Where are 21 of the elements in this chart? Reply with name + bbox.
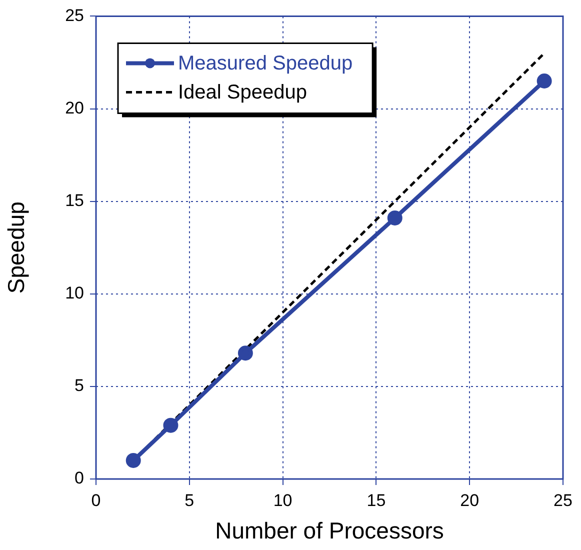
x-tick-label: 10 bbox=[273, 490, 292, 510]
point bbox=[536, 73, 552, 88]
legend-label: Ideal Speedup bbox=[178, 82, 308, 104]
y-tick-label: 5 bbox=[74, 376, 84, 396]
x-tick-label: 0 bbox=[91, 490, 101, 510]
point bbox=[238, 346, 253, 361]
x-tick-label: 20 bbox=[460, 490, 480, 510]
y-tick-label: 15 bbox=[65, 191, 84, 210]
x-tick-label: 5 bbox=[184, 490, 194, 510]
legend-label: Measured Speedup bbox=[178, 52, 353, 75]
y-tick-label: 0 bbox=[74, 468, 84, 488]
point bbox=[387, 210, 402, 226]
y-tick-label: 25 bbox=[65, 6, 84, 25]
y-tick-label: 20 bbox=[65, 98, 84, 118]
x-axis-title: Number of Processors bbox=[215, 518, 444, 544]
y-tick-label: 10 bbox=[65, 284, 84, 303]
point bbox=[163, 418, 178, 433]
point bbox=[126, 452, 141, 468]
x-tick-label: 15 bbox=[366, 490, 386, 510]
y-axis-title: Speedup bbox=[3, 202, 30, 294]
x-tick-label: 25 bbox=[554, 490, 572, 510]
